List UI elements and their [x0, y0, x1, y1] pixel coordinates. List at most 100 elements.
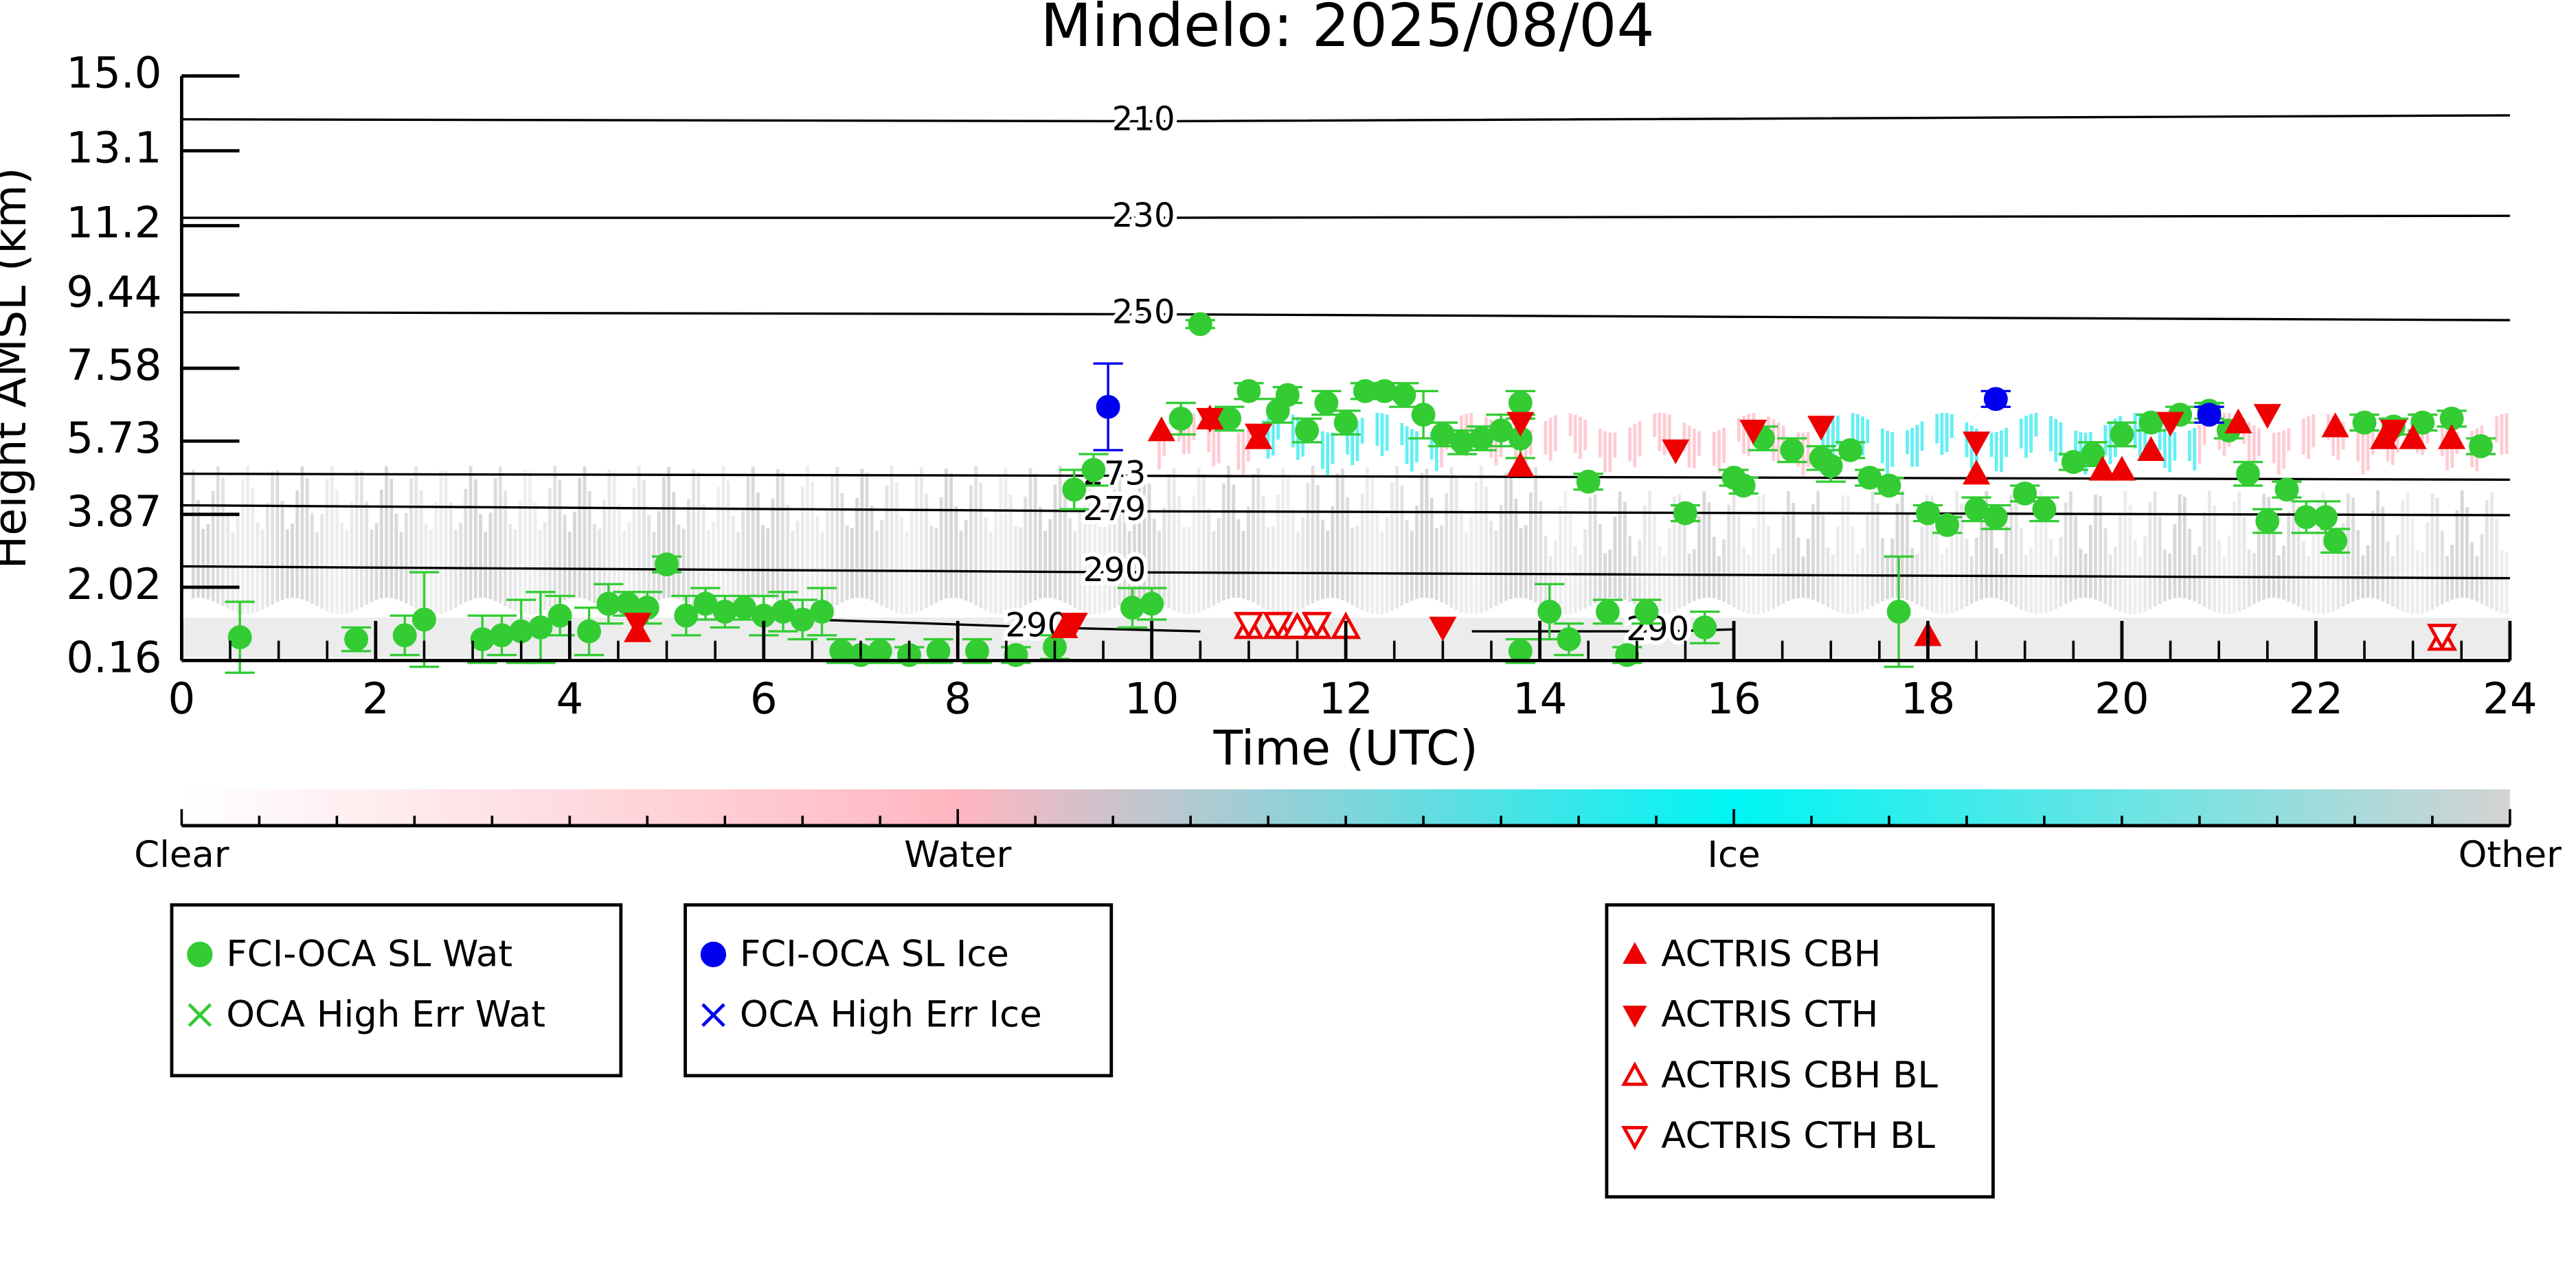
- contour-line: [181, 114, 2510, 123]
- curtain-column: [2163, 549, 2167, 602]
- curtain-column: [909, 509, 914, 614]
- curtain-column: [2227, 535, 2231, 615]
- curtain-cloud: [1236, 432, 1241, 470]
- point: [2137, 436, 2165, 461]
- point: [2236, 462, 2260, 486]
- curtain-cloud: [1687, 425, 1691, 468]
- curtain-column: [1246, 506, 1250, 600]
- curtain-column: [974, 465, 978, 606]
- curtain-cloud: [2301, 418, 2305, 455]
- point: [344, 627, 369, 652]
- curtain-column: [1568, 512, 1572, 614]
- curtain-column: [2059, 536, 2063, 607]
- curtain-column: [563, 515, 567, 600]
- curtain-column: [934, 528, 938, 603]
- curtain-column: [2148, 501, 2152, 609]
- curtain-column: [2282, 545, 2285, 600]
- curtain-column: [354, 471, 359, 610]
- point: [1004, 643, 1028, 667]
- curtain-column: [1801, 556, 1805, 598]
- curtain-column: [994, 508, 997, 614]
- curtain-column: [231, 532, 235, 611]
- legend-marker: [1623, 1005, 1647, 1028]
- curtain-column: [2272, 529, 2276, 598]
- curtain-cloud: [1935, 414, 1939, 444]
- curtain-cloud: [2049, 416, 2053, 452]
- point: [1236, 379, 1261, 403]
- x-tick-label: 6: [750, 674, 778, 724]
- point: [2410, 410, 2435, 435]
- curtain-cloud: [1994, 431, 1998, 472]
- curtain-column: [305, 478, 309, 602]
- curtain-column: [2426, 522, 2430, 612]
- curtain-column: [806, 466, 809, 614]
- curtain-column: [1563, 490, 1568, 615]
- curtain-column: [939, 497, 943, 600]
- x-tick-label: 18: [1901, 674, 1956, 724]
- curtain-column: [771, 498, 775, 599]
- curtain-column: [1940, 554, 1944, 615]
- point: [1062, 477, 1087, 502]
- x-tick-label: 0: [168, 674, 196, 724]
- curtain-column: [389, 479, 394, 598]
- curtain-column: [885, 486, 889, 609]
- curtain-cloud: [1737, 418, 1741, 442]
- curtain-column: [1658, 546, 1662, 615]
- point: [1615, 643, 1640, 667]
- curtain-column: [1772, 554, 1776, 609]
- curtain-column: [464, 488, 468, 602]
- curtain-column: [2108, 554, 2112, 607]
- curtain-column: [1880, 538, 1884, 602]
- curtain-cloud: [1326, 432, 1330, 475]
- curtain-column: [206, 523, 210, 600]
- point: [2253, 404, 2281, 429]
- curtain-column: [1866, 515, 1870, 609]
- point: [1188, 312, 1212, 337]
- curtain-column: [929, 526, 934, 606]
- curtain-column: [865, 473, 869, 599]
- curtain-column: [1445, 493, 1449, 605]
- x-tick-label: 2: [362, 674, 389, 724]
- curtain-cloud: [2366, 432, 2370, 471]
- curtain-column: [815, 516, 820, 614]
- legend-marker: [1623, 942, 1647, 964]
- curtain-column: [1633, 556, 1637, 605]
- point: [1120, 596, 1144, 620]
- curtain-column: [1524, 525, 1528, 599]
- curtain-column: [1504, 472, 1508, 601]
- curtain-column: [553, 466, 557, 605]
- curtain-column: [2480, 534, 2484, 604]
- curtain-cloud: [1212, 423, 1216, 466]
- curtain-column: [1494, 530, 1498, 606]
- curtain-column: [2233, 501, 2236, 613]
- curtain-cloud: [1434, 429, 1438, 471]
- curtain-column: [1761, 495, 1765, 613]
- curtain-column: [2237, 491, 2241, 612]
- curtain-column: [1628, 536, 1631, 602]
- curtain-column: [2099, 496, 2103, 602]
- curtain-column: [999, 475, 1003, 615]
- curtain-column: [949, 473, 953, 598]
- curtain-column: [2415, 550, 2419, 615]
- point: [2380, 420, 2408, 445]
- curtain-cloud: [2059, 422, 2063, 457]
- curtain-column: [2267, 497, 2271, 598]
- curtain-column: [2202, 512, 2206, 607]
- curtain-column: [2079, 548, 2083, 598]
- point: [2156, 411, 2184, 437]
- curtain-column: [2262, 494, 2266, 600]
- curtain-column: [2242, 517, 2246, 610]
- curtain-column: [1534, 466, 1537, 602]
- curtain-cloud: [1831, 418, 1835, 461]
- curtain-cloud: [1321, 431, 1324, 469]
- legend-label: FCI-OCA SL Wat: [226, 933, 512, 975]
- curtain-column: [697, 472, 701, 609]
- curtain-column: [2113, 546, 2117, 610]
- curtain-cloud: [1940, 413, 1944, 455]
- curtain-column: [1167, 474, 1171, 608]
- legend-box: [170, 903, 623, 1078]
- curtain-column: [1157, 531, 1161, 603]
- curtain-column: [2301, 541, 2305, 609]
- x-tick-label: 22: [2289, 674, 2344, 724]
- legend-marker: [187, 941, 213, 968]
